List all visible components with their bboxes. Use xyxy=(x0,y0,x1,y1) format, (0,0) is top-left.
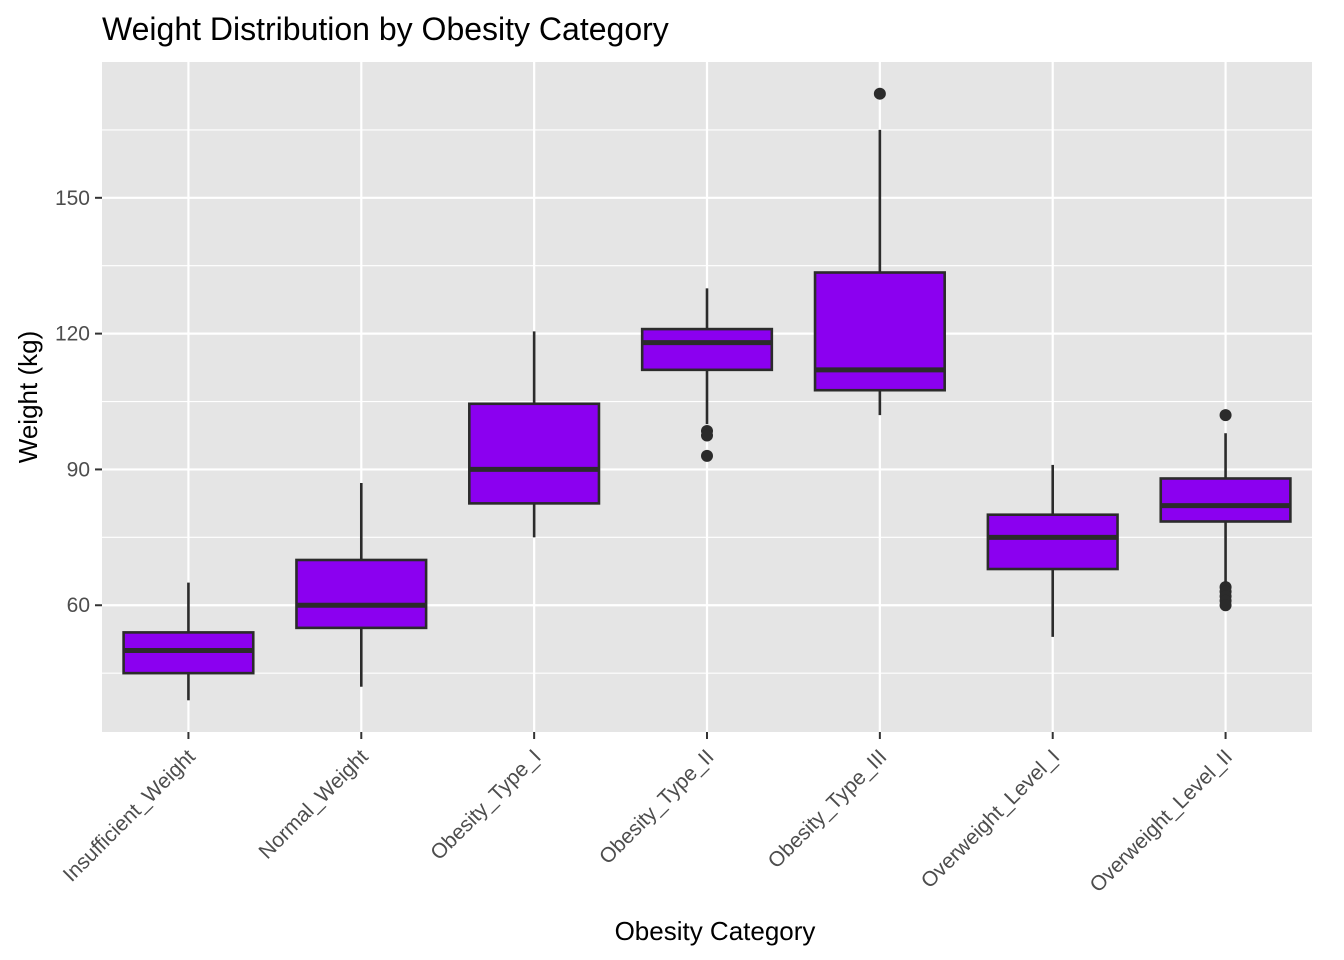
x-tick-label: Insufficient_Weight xyxy=(59,745,200,886)
x-tick-label: Normal_Weight xyxy=(254,745,372,863)
box-Overweight_Level_I xyxy=(986,464,1119,637)
chart-title: Weight Distribution by Obesity Category xyxy=(102,11,669,47)
outlier-point xyxy=(873,87,886,100)
x-axis-title: Obesity Category xyxy=(615,916,816,946)
x-tick-label: Overweight_Level_II xyxy=(1085,745,1237,897)
box-iqr xyxy=(813,271,946,392)
y-tick-label: 90 xyxy=(67,458,90,481)
boxes-layer xyxy=(122,87,1292,701)
outlier-point xyxy=(701,429,713,442)
y-axis-title: Weight (kg) xyxy=(13,331,43,463)
x-axis: Insufficient_Weight Normal_Weight Obesity_… xyxy=(59,732,1237,897)
box-Normal_Weight xyxy=(295,483,428,687)
x-tick-label: Obesity_Type_III xyxy=(764,745,892,873)
x-tick-label: Obesity_Type_II xyxy=(595,745,719,869)
outlier-point xyxy=(1219,599,1232,612)
x-tick-label: Overweight_Level_I xyxy=(917,745,1065,893)
outlier-point xyxy=(1219,409,1232,422)
box-iqr xyxy=(468,402,601,505)
y-axis: 60 90 120 150 xyxy=(55,187,102,617)
box-iqr xyxy=(640,327,774,372)
y-tick-label: 120 xyxy=(55,323,90,346)
x-tick-label: Obesity_Type_I xyxy=(426,745,545,864)
y-tick-label: 150 xyxy=(55,187,90,210)
y-tick-label: 60 xyxy=(67,594,90,617)
outlier-point xyxy=(701,449,713,462)
box-iqr xyxy=(1159,477,1292,523)
box-Obesity_Type_I xyxy=(468,331,601,538)
box-iqr xyxy=(986,513,1119,571)
box-Obesity_Type_II xyxy=(640,288,774,462)
box-Insufficient_Weight xyxy=(122,582,255,701)
box-Overweight_Level_II xyxy=(1159,409,1292,612)
box-Obesity_Type_III xyxy=(813,87,946,416)
box-iqr xyxy=(295,558,428,630)
